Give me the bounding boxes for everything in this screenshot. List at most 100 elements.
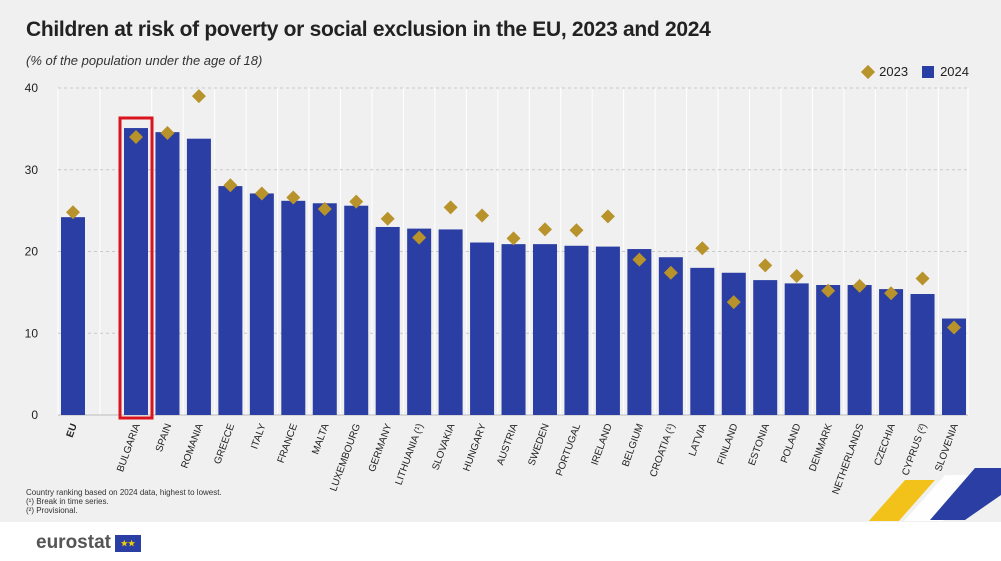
- x-tick-label: DENMARK: [808, 422, 836, 473]
- bar-2024: [753, 280, 778, 415]
- eurostat-logo: eurostat ★★: [36, 532, 141, 554]
- bar-2024: [879, 289, 904, 415]
- legend-item-2023: 2023: [861, 64, 909, 79]
- x-tick-label: GREECE: [212, 422, 237, 466]
- y-tick-label: 30: [25, 163, 39, 177]
- x-tick-label: NETHERLANDS: [831, 422, 867, 496]
- x-tick-label: POLAND: [779, 422, 803, 464]
- y-tick-label: 40: [25, 81, 39, 95]
- marker-2023: [475, 208, 490, 223]
- footer-band: [0, 522, 1001, 561]
- marker-2023: [286, 190, 301, 205]
- bar-2024: [627, 249, 652, 415]
- marker-2023: [538, 222, 552, 237]
- marker-2023: [317, 201, 332, 216]
- x-tick-label: EU: [65, 422, 80, 439]
- marker-2023: [506, 231, 521, 246]
- x-tick-label: LATVIA: [687, 422, 709, 458]
- x-tick-label: PORTUGAL: [554, 422, 583, 478]
- bar-2024: [438, 229, 463, 415]
- marker-2023: [947, 320, 961, 335]
- bar-2024: [61, 217, 85, 415]
- x-tick-label: MALTA: [310, 422, 331, 456]
- eu-flag-icon: ★★: [114, 534, 141, 552]
- y-tick-label: 20: [25, 245, 39, 259]
- markers-2023: [66, 89, 961, 335]
- bar-2024: [721, 272, 746, 415]
- x-tick-label: ROMANIA: [179, 422, 205, 470]
- marker-2023: [915, 271, 930, 286]
- bar-2024: [658, 257, 683, 415]
- marker-2023: [884, 286, 899, 301]
- marker-2023: [695, 241, 710, 256]
- bars-2024: [61, 128, 966, 415]
- x-tick-label: SLOVAKIA: [430, 422, 457, 472]
- chart-title: Children at risk of poverty or social ex…: [26, 18, 711, 41]
- bar-2024: [281, 200, 306, 415]
- marker-2023: [66, 205, 80, 220]
- bar-2024: [501, 244, 526, 415]
- highlight-box: [118, 116, 154, 420]
- x-tick-label: BULGARIA: [115, 422, 143, 474]
- bar-2024: [186, 138, 211, 415]
- x-tick-label: IRELAND: [590, 422, 615, 467]
- bar-2024: [564, 245, 589, 415]
- bar-2024: [847, 285, 872, 415]
- bar-2024: [784, 283, 809, 415]
- corner-decoration: [868, 468, 1001, 521]
- marker-2023: [821, 283, 836, 298]
- bar-2024: [910, 294, 935, 415]
- marker-2023: [349, 194, 364, 209]
- legend-label-2024: 2024: [940, 64, 969, 79]
- marker-2023: [191, 89, 206, 104]
- x-tick-label: FINLAND: [716, 422, 741, 466]
- chart-subtitle: (% of the population under the age of 18…: [26, 53, 263, 68]
- bar-2024: [533, 244, 557, 415]
- marker-2023: [758, 258, 773, 273]
- y-tick-label: 0: [31, 408, 38, 422]
- marker-2023: [726, 295, 741, 310]
- marker-2023: [254, 186, 269, 201]
- legend-item-2024: 2024: [922, 64, 969, 79]
- x-tick-label: SWEDEN: [526, 422, 551, 467]
- x-tick-label: CROATIA (¹): [648, 422, 677, 478]
- footnotes: Country ranking based on 2024 data, high…: [26, 488, 222, 515]
- bar-2024: [690, 267, 715, 415]
- x-tick-label: HUNGARY: [462, 422, 489, 473]
- bar-2024: [470, 242, 495, 415]
- bar-2024: [218, 186, 243, 415]
- x-tick-label: SPAIN: [154, 422, 174, 453]
- legend-label-2023: 2023: [879, 64, 909, 79]
- footnote-break: (¹) Break in time series.: [26, 497, 109, 506]
- bar-2024: [155, 132, 180, 415]
- y-axis-ticks: 0 10 20 30 40: [25, 81, 39, 422]
- marker-2023: [852, 278, 867, 293]
- legend: 2023 2024: [861, 64, 969, 79]
- marker-2023: [129, 130, 143, 145]
- bar-2024: [407, 228, 432, 415]
- bar-2024: [249, 193, 274, 415]
- bar-2024: [312, 203, 337, 415]
- x-tick-label: ESTONIA: [747, 422, 772, 467]
- x-axis-ticks: EU BULGARIA SPAIN ROMANIA GREECE ITALY FRANCE M…: [65, 422, 961, 496]
- marker-2023: [412, 230, 427, 245]
- bar-2024: [816, 285, 841, 415]
- bar-2024: [344, 205, 369, 415]
- x-tick-label: LITHUANIA (¹): [394, 422, 426, 486]
- bar-2024: [942, 318, 966, 415]
- highlight-rect: [118, 116, 154, 420]
- bar-chart: 0 10 20 30 40 EU BULGARIA SPAIN ROMANIA GREECE IT…: [25, 81, 1001, 521]
- x-tick-label: AUSTRIA: [495, 422, 520, 467]
- marker-2023: [160, 125, 175, 140]
- marker-2023: [600, 209, 615, 224]
- bar-2024: [375, 226, 400, 415]
- x-tick-label: LUXEMBOURG: [328, 422, 363, 493]
- logo-text: eurostat: [36, 532, 111, 553]
- marker-2023: [380, 211, 395, 226]
- x-tick-label: BELGIUM: [620, 422, 646, 468]
- x-tick-label: GERMANY: [367, 422, 395, 474]
- x-tick-label: CYPRUS (²): [900, 422, 929, 477]
- marker-2023: [569, 223, 584, 238]
- bar-2024: [124, 128, 148, 415]
- marker-2023: [663, 265, 678, 280]
